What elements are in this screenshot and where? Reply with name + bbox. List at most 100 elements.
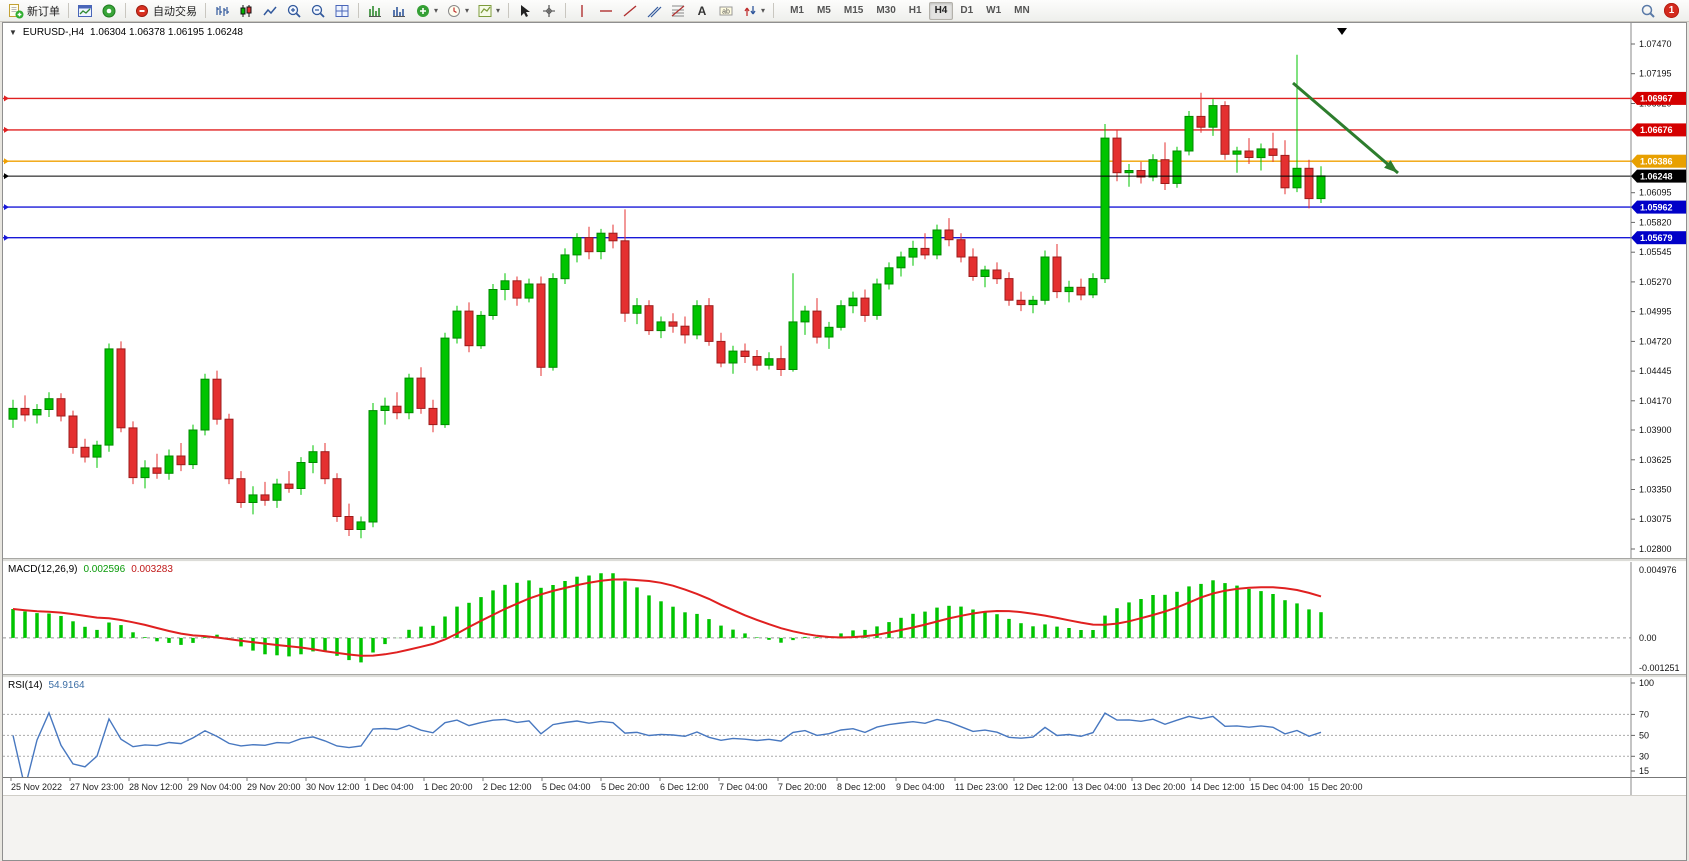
search-icon[interactable] [1640, 3, 1656, 19]
trendline-button[interactable] [618, 1, 642, 21]
indicator-list-button[interactable] [363, 1, 387, 21]
candle-body [656, 321, 666, 332]
candle-body [1184, 115, 1194, 152]
zoom-in-button[interactable] [282, 1, 306, 21]
timeframe-M15[interactable]: M15 [843, 5, 864, 16]
tile-windows-button[interactable] [330, 1, 354, 21]
candle-body [1244, 150, 1254, 158]
clock-icon [448, 4, 461, 17]
auto-trading-button[interactable]: 自动交易 [130, 1, 201, 21]
channel-button[interactable] [642, 1, 666, 21]
candle-body [1052, 256, 1062, 293]
timeframe-M5[interactable]: M5 [816, 5, 831, 16]
panel-splitter[interactable] [3, 674, 1686, 678]
trend-arrow-head [1384, 160, 1398, 173]
vertical-line-button[interactable] [570, 1, 594, 21]
y-axis-label: 1.04445 [1639, 366, 1672, 376]
x-axis-label: 5 Dec 20:00 [601, 782, 650, 792]
notification-badge[interactable]: 1 [1664, 3, 1679, 18]
indicator-window-button[interactable] [387, 1, 411, 21]
chart-shift-marker[interactable] [1337, 28, 1347, 35]
cursor-button[interactable] [513, 1, 537, 21]
candle-body [236, 478, 246, 504]
candle-body [968, 256, 978, 277]
candle-body [1100, 137, 1110, 280]
price-tag-label: 1.06386 [1640, 156, 1673, 166]
x-axis-label: 1 Dec 20:00 [424, 782, 473, 792]
text-label-button[interactable]: ab [714, 1, 738, 21]
candle-body [80, 446, 90, 458]
timeframe-MN[interactable]: MN [1014, 5, 1030, 16]
candle-body [1232, 150, 1242, 155]
y-axis-label: 1.07195 [1639, 69, 1672, 79]
price-tag-1.05679[interactable] [1637, 231, 1686, 245]
timeframe-D1[interactable]: D1 [960, 5, 974, 16]
candle-body [1208, 105, 1218, 128]
candle-body [848, 297, 858, 307]
add-indicator-button[interactable]: ▾ [411, 1, 442, 21]
candle-body [704, 305, 714, 342]
price-tag-1.06967[interactable] [1637, 91, 1686, 105]
dropdown-caret-icon: ▾ [496, 5, 501, 15]
candle-body [668, 321, 678, 327]
price-tag-1.06386[interactable] [1637, 154, 1686, 168]
candle-body [824, 326, 834, 338]
candlestick-chart-button[interactable] [234, 1, 258, 21]
candle-body [1172, 150, 1182, 184]
line-chart-icon [263, 6, 277, 15]
zoom-out-button[interactable] [306, 1, 330, 21]
fibonacci-button[interactable] [666, 1, 690, 21]
chart-window-button[interactable] [73, 1, 97, 21]
price-tag-1.05962[interactable] [1637, 200, 1686, 214]
rsi-axis-label: 50 [1639, 730, 1649, 740]
toolbar-separator [68, 3, 69, 18]
candle-body [956, 239, 966, 258]
candle-body [1136, 170, 1146, 178]
candle-body [308, 451, 318, 464]
one-click-collapse-icon[interactable]: ▼ [9, 28, 17, 37]
period-button[interactable]: ▾ [442, 1, 473, 21]
candle-body [20, 407, 30, 416]
rsi-panel-chart[interactable]: 100 70 50 30 15 [3, 678, 1686, 777]
candle-body [1112, 137, 1122, 174]
candle-body [8, 407, 18, 420]
candle-body [644, 305, 654, 332]
candle-body [284, 483, 294, 489]
tile-windows-icon [335, 4, 349, 17]
x-axis-label: 2 Dec 12:00 [483, 782, 532, 792]
y-axis-label: 1.03075 [1639, 514, 1672, 524]
candle-body [32, 409, 42, 416]
crosshair-button[interactable] [537, 1, 561, 21]
text-label-icon: ab [719, 6, 733, 15]
horizontal-line-button[interactable] [594, 1, 618, 21]
new-order-button[interactable]: 新订单 [4, 1, 64, 21]
macd-main-value: 0.002596 [83, 564, 126, 575]
market-watch-button[interactable] [97, 1, 121, 21]
timeframe-H1[interactable]: H1 [908, 5, 922, 16]
candle-body [404, 377, 414, 414]
price-tag-1.06676[interactable] [1637, 123, 1686, 137]
trend-arrow[interactable] [1292, 81, 1399, 175]
toolbar-separator [508, 3, 510, 18]
macd-panel-chart[interactable]: 0.004976 0.00 -0.001251 [3, 562, 1686, 674]
text-button[interactable]: A [690, 1, 714, 21]
line-chart-button[interactable] [258, 1, 282, 21]
bar-chart-icon [216, 5, 229, 16]
timeframe-W1[interactable]: W1 [986, 5, 1002, 16]
price-chart[interactable]: 1.074701.071951.069201.060951.058201.055… [3, 23, 1686, 558]
price-tag-label: 1.06676 [1640, 125, 1673, 135]
arrows-button[interactable]: ▾ [738, 1, 769, 21]
bar-chart-button[interactable] [210, 1, 234, 21]
candle-body [140, 467, 150, 479]
timeframe-M1[interactable]: M1 [790, 5, 804, 16]
candle-body [296, 462, 306, 489]
zoom-in-icon [287, 4, 301, 18]
timeframe-M30[interactable]: M30 [876, 5, 896, 16]
time-axis[interactable]: 25 Nov 2022 27 Nov 23:00 28 Nov 12:00 29 No… [3, 777, 1686, 795]
timeframe-H4[interactable]: H4 [928, 1, 954, 20]
template-button[interactable]: ▾ [473, 1, 504, 21]
candle-body [692, 305, 702, 336]
crosshair-icon [543, 4, 556, 17]
price-tag-1.06248[interactable] [1637, 169, 1686, 183]
panel-splitter[interactable] [3, 558, 1686, 562]
